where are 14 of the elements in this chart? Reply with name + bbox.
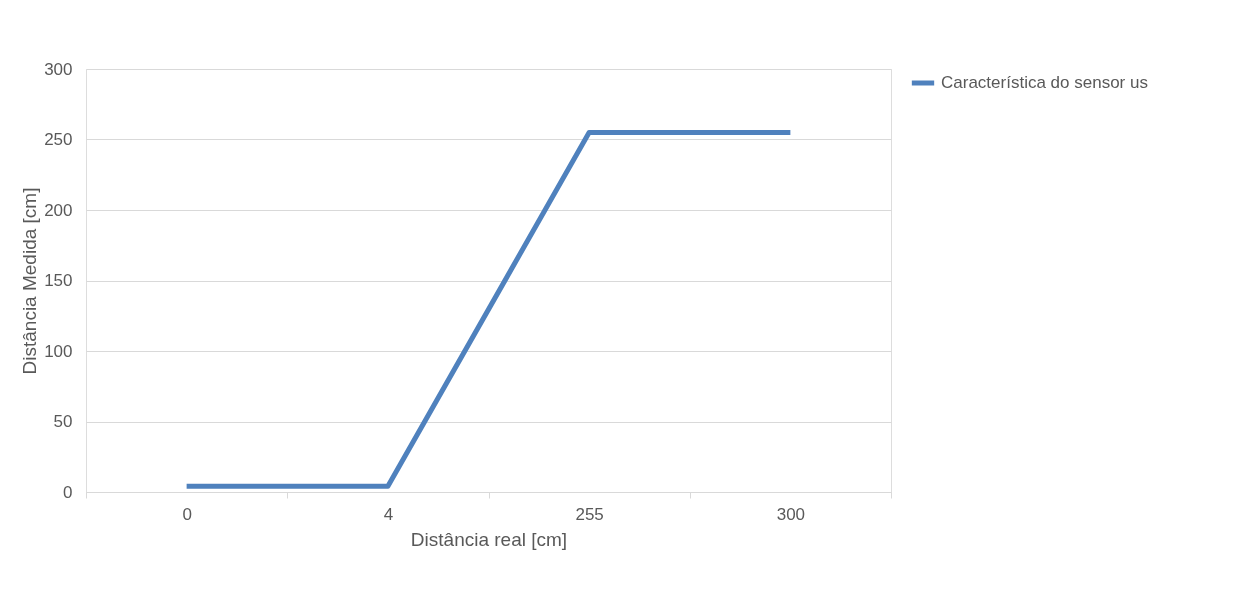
x-tick-label: 300 — [776, 504, 806, 524]
y-axis-title: Distância Medida [cm] — [19, 187, 41, 375]
x-tick-label: 0 — [182, 504, 192, 524]
y-tick-label: 250 — [44, 130, 73, 149]
y-tick-label: 100 — [44, 341, 73, 361]
legend-label: Característica do sensor us — [941, 73, 1148, 92]
y-tick-label: 300 — [44, 59, 73, 79]
x-tick-label: 255 — [575, 504, 604, 524]
y-tick-label: 50 — [53, 412, 73, 431]
x-axis-title: Distância real [cm] — [410, 528, 568, 550]
y-tick-label: 150 — [44, 271, 73, 290]
y-tick-label: 0 — [63, 482, 73, 502]
x-tick-label: 4 — [383, 504, 394, 524]
y-tick-label: 200 — [44, 200, 73, 220]
